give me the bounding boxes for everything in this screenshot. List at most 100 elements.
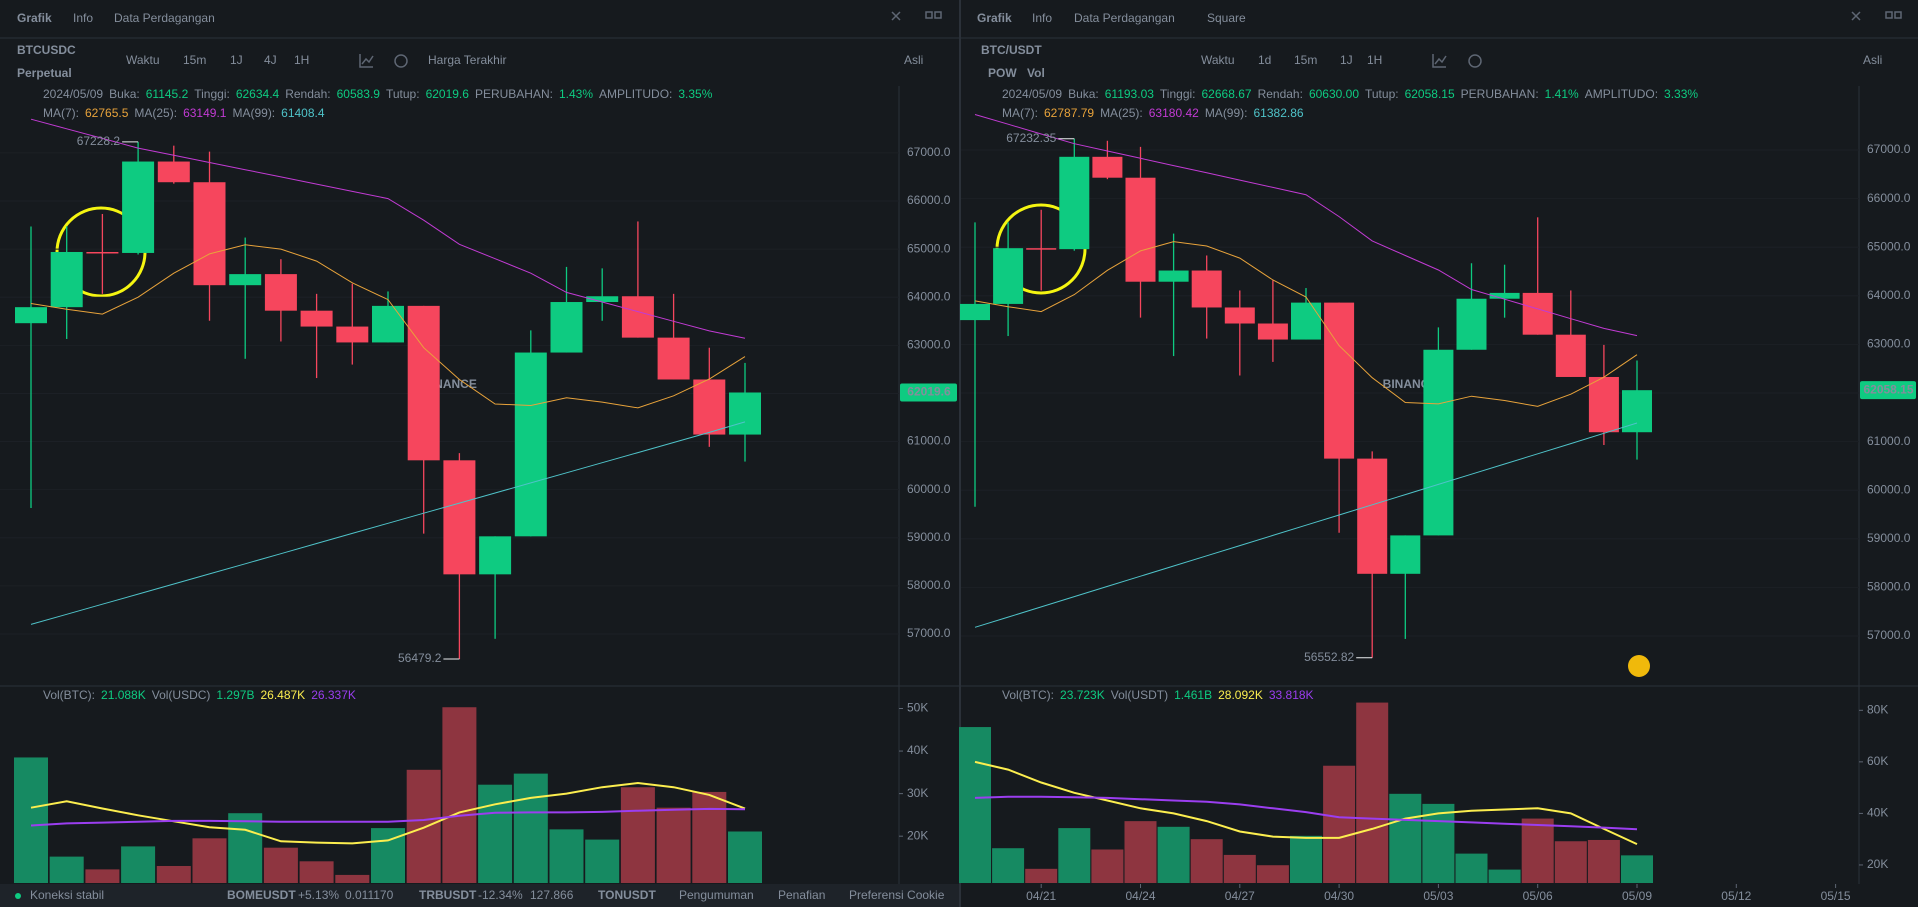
indicator-icon[interactable]	[1432, 54, 1447, 68]
candle-body	[372, 305, 404, 343]
volume-tick-label: 50K	[907, 701, 928, 715]
y-tick-label: 63000.0	[1867, 337, 1911, 351]
status-item[interactable]: 127.866	[530, 888, 574, 902]
ohlc-info-part: 60583.9	[337, 87, 381, 101]
interval[interactable]: 1H	[294, 53, 309, 67]
status-item[interactable]: +5.13%	[298, 888, 339, 902]
volume-tick-label: 40K	[907, 743, 928, 757]
volume-info-part: 26.487K	[260, 688, 305, 702]
interval[interactable]: 4J	[264, 53, 277, 67]
collapse-icon[interactable]	[891, 11, 901, 21]
y-tick-label: 61000.0	[907, 434, 951, 448]
status-item[interactable]: BOMEUSDT	[227, 888, 296, 902]
volume-info-part: 26.337K	[311, 688, 356, 702]
layout-icon[interactable]	[925, 11, 933, 19]
last-price-tag	[1860, 381, 1916, 400]
tab[interactable]: Info	[73, 11, 93, 25]
volume-info-part: 28.092K	[1218, 688, 1263, 702]
status-item[interactable]: Pengumuman	[679, 888, 754, 902]
interval[interactable]: 1J	[1340, 53, 1353, 67]
candle-body	[1191, 270, 1222, 308]
candle-body	[1158, 270, 1189, 282]
indicator-icon[interactable]	[359, 54, 374, 68]
volume-bar	[442, 707, 477, 883]
volume-tick-label: 20K	[1867, 857, 1888, 871]
badge: POW	[988, 66, 1017, 80]
interval[interactable]: 1H	[1367, 53, 1382, 67]
ohlc-info-part: AMPLITUDO:	[599, 87, 672, 101]
tab[interactable]: Info	[1032, 11, 1052, 25]
volume-bar	[728, 831, 762, 883]
ohlc-info-part: 1.43%	[559, 87, 593, 101]
x-tick-label: 04/30	[1324, 889, 1354, 903]
volume-info: Vol(BTC): 23.723K Vol(USDT) 1.461B 28.092K 33…	[1002, 688, 1314, 702]
tab[interactable]: Grafik	[17, 11, 52, 25]
volume-bar	[1422, 803, 1455, 883]
status-item[interactable]: 0.011170	[345, 888, 394, 902]
tab[interactable]: Data Perdagangan	[1074, 11, 1175, 25]
price-type[interactable]: Harga Terakhir	[428, 53, 506, 67]
settings-icon[interactable]	[1468, 54, 1482, 68]
candle-body	[586, 296, 619, 303]
tab[interactable]: Data Perdagangan	[114, 11, 215, 25]
volume-tick-label: 60K	[1867, 754, 1888, 768]
volume-bar	[192, 838, 227, 883]
interval[interactable]: 15m	[183, 53, 206, 67]
volume-bar	[1455, 853, 1488, 883]
volume-bar	[14, 757, 48, 883]
interval[interactable]: 15m	[1294, 53, 1317, 67]
mode[interactable]: Asli	[904, 53, 923, 67]
settings-icon[interactable]	[394, 54, 408, 68]
tab[interactable]: Grafik	[977, 11, 1012, 25]
y-tick-label: 57000.0	[1867, 628, 1911, 642]
status-item[interactable]: Penafian	[778, 888, 825, 902]
candle-body	[1257, 323, 1288, 340]
x-tick-label: 04/24	[1125, 889, 1155, 903]
status-dot	[15, 893, 21, 899]
volume-bar	[228, 813, 263, 883]
volume-bar	[1621, 855, 1653, 883]
y-tick-label: 60000.0	[1867, 482, 1911, 496]
volume-bar	[959, 727, 991, 883]
layout-icon[interactable]	[934, 11, 942, 19]
ma-info-part: 62787.79	[1044, 106, 1094, 120]
volume-bar	[1521, 818, 1554, 883]
interval[interactable]: 1J	[230, 53, 243, 67]
status-item[interactable]: -12.34%	[478, 888, 523, 902]
y-tick-label: 67000.0	[1867, 142, 1911, 156]
volume-bar	[156, 865, 191, 883]
collapse-icon[interactable]	[1851, 11, 1861, 21]
mode[interactable]: Asli	[1863, 53, 1882, 67]
volume-tick-label: 20K	[907, 828, 928, 842]
volume-info-part: 1.461B	[1174, 688, 1212, 702]
interval[interactable]: 1d	[1258, 53, 1271, 67]
volume-bar	[549, 829, 584, 883]
chat-icon[interactable]	[1628, 655, 1650, 677]
volume-bar	[1223, 854, 1256, 883]
volume-bar	[1091, 849, 1124, 883]
candle-body	[1588, 376, 1619, 433]
ohlc-info-part: Rendah:	[1258, 87, 1303, 101]
volume-bar	[513, 773, 548, 883]
y-tick-label: 66000.0	[907, 193, 951, 207]
max-label: 67232.35	[1006, 131, 1056, 145]
badge: Perpetual	[17, 66, 72, 80]
candle-body	[729, 392, 761, 435]
layout-icon[interactable]	[1885, 11, 1893, 19]
ma-info-part: MA(25):	[1100, 106, 1143, 120]
x-tick-label: 05/03	[1423, 889, 1453, 903]
volume-info-part: Vol(USDT)	[1111, 688, 1168, 702]
y-tick-label: 65000.0	[1867, 239, 1911, 253]
layout-icon[interactable]	[1894, 11, 1902, 19]
status-item[interactable]: TONUSDT	[598, 888, 656, 902]
candle-body	[157, 161, 190, 183]
candle-body	[1092, 156, 1123, 178]
ohlc-info-part: AMPLITUDO:	[1585, 87, 1658, 101]
status-item[interactable]: TRBUSDT	[419, 888, 477, 902]
status-item[interactable]: Preferensi Cookie	[849, 888, 945, 902]
tab[interactable]: Square	[1207, 11, 1246, 25]
volume-info-part: Vol(USDC)	[152, 688, 211, 702]
volume-bar	[1587, 839, 1620, 883]
candle-body	[1489, 292, 1520, 299]
